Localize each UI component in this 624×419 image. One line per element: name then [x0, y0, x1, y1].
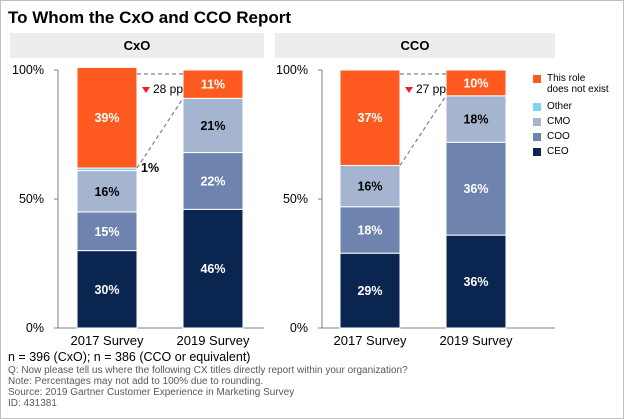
- legend-label: CMO: [547, 116, 571, 127]
- data-label: 29%: [357, 284, 382, 298]
- panel-title: CCO: [401, 38, 430, 53]
- rounding-note: Note: Percentages may not add to 100% du…: [8, 376, 264, 387]
- bar-segment: [76, 250, 138, 329]
- down-arrow-icon: [142, 87, 150, 93]
- panel-header-1: [275, 33, 555, 58]
- down-arrow-icon: [405, 87, 413, 93]
- page-title: To Whom the CxO and CCO Report: [8, 8, 292, 27]
- legend-label: COO: [547, 131, 570, 142]
- footer-notes: n = 396 (CxO); n = 386 (CCO or equivalen…: [8, 350, 408, 409]
- bar-segment: [339, 206, 401, 254]
- data-label: 10%: [463, 76, 488, 90]
- legend-item-no-role: This role does not exist: [533, 73, 609, 95]
- bar-segment: [182, 69, 244, 99]
- bar-segment: [339, 252, 401, 329]
- sample-size-note: n = 396 (CxO); n = 386 (CCO or equivalen…: [8, 350, 251, 364]
- bar-segment: [76, 66, 138, 169]
- legend-item-cmo: CMO: [533, 116, 609, 127]
- legend-label: CEO: [547, 146, 569, 157]
- x-tick-label: 2017 Survey: [334, 333, 407, 348]
- y-tick-label: 100%: [276, 63, 308, 77]
- data-label: 22%: [200, 174, 225, 188]
- legend: This role does not exist Other CMO COO C…: [533, 73, 609, 157]
- bar-segment: [339, 69, 401, 166]
- change-annotation: 28 pp: [153, 82, 183, 96]
- legend-label: This role: [547, 73, 586, 84]
- y-tick-label: 50%: [19, 192, 44, 206]
- id-note: ID: 431381: [8, 398, 57, 409]
- y-tick-label: 50%: [283, 192, 308, 206]
- data-label: 36%: [463, 275, 488, 289]
- data-label: 16%: [357, 180, 382, 194]
- bar-segment: [182, 97, 244, 154]
- data-label: 21%: [200, 119, 225, 133]
- legend-swatch: [533, 118, 541, 126]
- data-label: 15%: [94, 225, 119, 239]
- bar-segment: [76, 211, 138, 252]
- data-label: 46%: [200, 262, 225, 276]
- legend-swatch: [533, 103, 541, 111]
- data-label: 18%: [463, 113, 488, 127]
- panel-header-0: [10, 33, 264, 58]
- x-tick-label: 2017 Survey: [71, 333, 144, 348]
- data-label: 11%: [201, 78, 225, 92]
- y-tick-label: 0%: [290, 321, 308, 335]
- legend-swatch: [533, 148, 541, 156]
- connector-bottom: [136, 98, 184, 169]
- legend-swatch: [533, 75, 541, 83]
- legend-label-line2: does not exist: [547, 84, 609, 95]
- connector-bottom: [399, 95, 447, 166]
- question-note: Q: Now please tell us where the followin…: [8, 365, 408, 376]
- data-label: 30%: [94, 283, 119, 297]
- change-annotation: 27 pp: [416, 82, 446, 96]
- bar-segment: [445, 234, 507, 329]
- legend-swatch: [533, 133, 541, 141]
- bar-segment: [445, 69, 507, 97]
- panel-title: CxO: [124, 38, 151, 53]
- legend-item-other: Other: [533, 101, 609, 112]
- data-label: 39%: [94, 111, 119, 125]
- x-tick-label: 2019 Survey: [177, 333, 250, 348]
- legend-item-coo: COO: [533, 131, 609, 142]
- bar-segment: [445, 95, 507, 143]
- bar-segment: [182, 152, 244, 210]
- bar-segment: [445, 141, 507, 236]
- data-label: 36%: [463, 182, 488, 196]
- data-label: 1%: [141, 161, 159, 175]
- data-label: 18%: [357, 223, 382, 237]
- x-tick-label: 2019 Survey: [440, 333, 513, 348]
- data-label: 16%: [94, 185, 119, 199]
- legend-label: Other: [547, 101, 573, 112]
- legend-item-ceo: CEO: [533, 146, 609, 157]
- y-tick-label: 100%: [12, 63, 44, 77]
- data-label: 37%: [357, 111, 382, 125]
- source-note: Source: 2019 Gartner Customer Experience…: [8, 387, 295, 398]
- y-tick-label: 0%: [26, 321, 44, 335]
